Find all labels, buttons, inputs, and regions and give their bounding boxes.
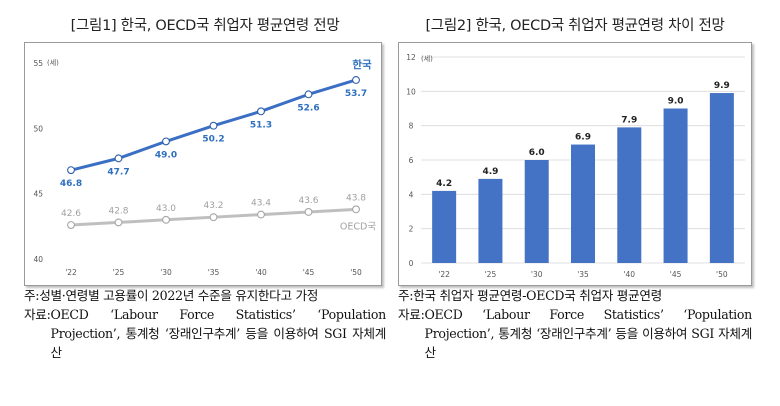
bar [432, 190, 457, 263]
oecd-data-label: 43.0 [156, 204, 176, 214]
oecd-data-label: 43.8 [346, 193, 366, 203]
note-prefix: 주: [398, 288, 414, 303]
bar-value-label: 9.9 [714, 81, 730, 91]
x-tick-label: '35 [577, 270, 589, 279]
y-tick-label: 0 [409, 259, 414, 268]
korea-data-label: 50.2 [202, 135, 224, 145]
y-tick-label: 2 [409, 225, 414, 234]
oecd-point [67, 221, 75, 229]
note-text: 성별·연령별 고용률이 2022년 수준을 유지한다고 가정 [39, 288, 319, 303]
bar-value-label: 4.2 [436, 179, 452, 189]
y-unit-label: (세) [47, 58, 59, 67]
note-text: 한국 취업자 평균연령-OECD국 취업자 평균연령 [413, 288, 662, 303]
figure-1-notes: 주: 성별·연령별 고용률이 2022년 수준을 유지한다고 가정 자료: OE… [24, 286, 386, 362]
oecd-point [114, 218, 123, 227]
note-prefix: 주: [24, 288, 40, 303]
line-chart-frame: (세) 40 45 50 55 '22 '25 '30 '35 '40 '45 '50 46.8 47.… [24, 42, 382, 286]
x-tick-label: '50 [716, 270, 728, 279]
note-row: 주: 성별·연령별 고용률이 2022년 수준을 유지한다고 가정 [24, 286, 386, 305]
korea-point [209, 121, 218, 130]
oecd-data-label: 42.8 [108, 206, 128, 216]
source-row: 자료: OECD ‘Labour Force Statistics’ ‘Popu… [398, 305, 752, 362]
line-chart: (세) 40 45 50 55 '22 '25 '30 '35 '40 '45 '50 46.8 47.… [33, 58, 376, 277]
source-text: OECD ‘Labour Force Statistics’ ‘Populati… [424, 307, 753, 360]
bar [571, 144, 595, 263]
korea-point [257, 107, 265, 116]
y-tick-label: 6 [409, 156, 414, 165]
korea-point [162, 137, 170, 146]
x-tick-label: '30 [531, 270, 543, 279]
x-tick-label: '40 [623, 270, 635, 279]
bar [524, 160, 549, 263]
y-unit-label: (세) [421, 54, 433, 63]
korea-point [304, 90, 313, 99]
oecd-data-label: 43.4 [251, 199, 271, 209]
bar [709, 93, 734, 263]
x-tick-label: '22 [438, 270, 450, 279]
x-tick-label: '45 [670, 270, 682, 279]
korea-point [114, 154, 123, 163]
x-tick-label: '40 [255, 268, 267, 277]
oecd-point [352, 205, 360, 214]
bar-value-label: 6.9 [575, 133, 591, 143]
oecd-data-label: 43.2 [203, 201, 223, 211]
korea-data-label: 51.3 [250, 120, 272, 130]
oecd-point [162, 215, 170, 224]
x-tick-label: '25 [113, 268, 125, 277]
source-row: 자료: OECD ‘Labour Force Statistics’ ‘Popu… [24, 305, 386, 362]
source-prefix: 자료: [24, 307, 51, 322]
y-tick-label: 45 [33, 190, 43, 199]
bar-value-label: 7.9 [621, 115, 637, 125]
oecd-data-label: 43.6 [298, 196, 318, 206]
bar [663, 108, 688, 263]
y-tick-label: 40 [33, 255, 43, 264]
bar [478, 178, 503, 263]
y-tick-label: 12 [406, 53, 416, 62]
figure-2-notes: 주: 한국 취업자 평균연령-OECD국 취업자 평균연령 자료: OECD ‘… [398, 286, 752, 362]
oecd-point [257, 210, 265, 219]
note-row: 주: 한국 취업자 평균연령-OECD국 취업자 평균연령 [398, 286, 752, 305]
source-prefix: 자료: [398, 307, 425, 322]
korea-data-label: 47.7 [107, 167, 129, 177]
y-tick-label: 55 [33, 59, 43, 68]
x-tick-label: '22 [65, 268, 77, 277]
y-tick-label: 50 [33, 124, 43, 133]
bar-value-label: 4.9 [482, 167, 498, 177]
bar-value-label: 9.0 [668, 97, 684, 107]
korea-data-label: 49.0 [155, 150, 177, 160]
x-tick-label: '35 [208, 268, 220, 277]
bar [617, 127, 642, 263]
x-tick-label: '45 [303, 268, 315, 277]
figure-2-title: [그림2] 한국, OECD국 취업자 평균연령 차이 전망 [425, 18, 725, 34]
y-tick-label: 10 [406, 87, 416, 96]
y-tick-label: 8 [409, 122, 414, 131]
source-text: OECD ‘Labour Force Statistics’ ‘Populati… [50, 307, 387, 360]
korea-data-label: 53.7 [345, 89, 367, 99]
x-tick-label: '30 [160, 268, 172, 277]
korea-data-label: 46.8 [60, 179, 82, 189]
bar-value-label: 6.0 [529, 148, 545, 158]
oecd-point [209, 213, 218, 222]
x-tick-label: '25 [485, 270, 497, 279]
korea-point [352, 76, 360, 84]
korea-point [67, 166, 75, 175]
korea-data-label: 52.6 [297, 103, 319, 113]
figure-1-title: [그림1] 한국, OECD국 취업자 평균연령 전망 [70, 18, 340, 34]
korea-legend-label: 한국 [352, 58, 372, 71]
oecd-point [304, 208, 313, 216]
bar-chart-frame: 0 2 4 6 8 10 12 (세) 4.2 '22 4.9 '25 6.0 '30 6.9 '35 7.9… [398, 42, 752, 286]
x-tick-label: '50 [350, 268, 362, 277]
oecd-legend-label: OECD국 [340, 221, 376, 232]
bar-chart: 0 2 4 6 8 10 12 (세) 4.2 '22 4.9 '25 6.0 '30 6.9 '35 7.9… [406, 53, 745, 279]
y-tick-label: 4 [409, 190, 414, 199]
oecd-data-label: 42.6 [61, 209, 81, 219]
